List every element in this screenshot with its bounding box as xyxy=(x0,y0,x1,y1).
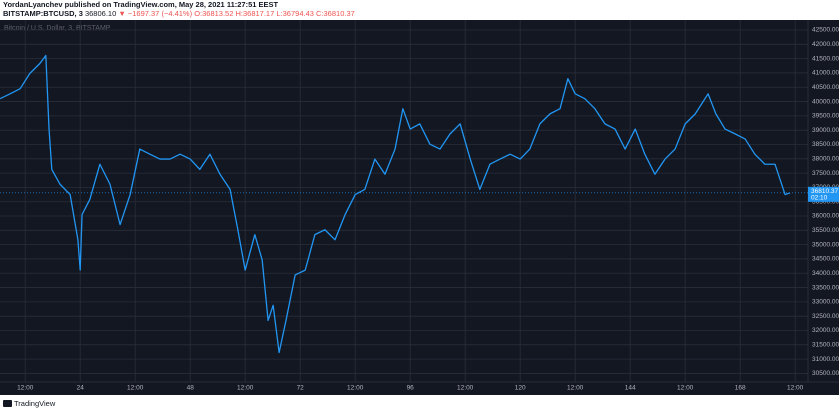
x-tick-label: 48 xyxy=(187,385,195,392)
chart-background xyxy=(0,20,839,395)
x-tick-label: 12:00 xyxy=(347,385,364,392)
open: O:36813.52 xyxy=(194,9,233,18)
y-tick-label: 35500.00 xyxy=(812,227,839,234)
x-tick-label: 12:00 xyxy=(17,385,34,392)
x-tick-label: 12:00 xyxy=(567,385,584,392)
y-tick-label: 40500.00 xyxy=(812,84,839,91)
price-line xyxy=(0,54,791,354)
x-tick-label: 24 xyxy=(77,385,85,392)
x-tick-label: 12:00 xyxy=(677,385,694,392)
x-tick-label: 168 xyxy=(735,385,746,392)
y-tick-label: 42000.00 xyxy=(812,41,839,48)
y-tick-label: 41500.00 xyxy=(812,55,839,62)
y-tick-label: 38000.00 xyxy=(812,156,839,163)
y-tick-label: 31000.00 xyxy=(812,356,839,363)
y-tick-label: 40000.00 xyxy=(812,98,839,105)
y-tick-label: 33000.00 xyxy=(812,299,839,306)
logo-icon xyxy=(3,400,12,407)
y-tick-label: 34500.00 xyxy=(812,256,839,263)
x-tick-label: 12:00 xyxy=(127,385,144,392)
last-price-box xyxy=(808,186,839,202)
x-tick-label: 12:00 xyxy=(787,385,804,392)
last-price: 36806.10 xyxy=(85,9,116,18)
last-price-label: 36810.37 xyxy=(811,188,838,195)
brand: TradingView xyxy=(14,399,56,408)
x-tick-label: 12:00 xyxy=(457,385,474,392)
y-tick-label: 41000.00 xyxy=(812,70,839,77)
y-tick-label: 35000.00 xyxy=(812,241,839,248)
y-tick-label: 30500.00 xyxy=(812,370,839,377)
x-tick-label: 12:00 xyxy=(237,385,254,392)
y-tick-label: 39500.00 xyxy=(812,113,839,120)
high: H:36817.17 xyxy=(235,9,274,18)
symbol-line: BITSTAMP:BTCUSD, 3 36806.10 ▼ −1697.37 (… xyxy=(3,9,355,18)
y-tick-label: 33500.00 xyxy=(812,284,839,291)
x-tick-label: 72 xyxy=(297,385,305,392)
y-tick-label: 39000.00 xyxy=(812,127,839,134)
y-tick-label: 31500.00 xyxy=(812,342,839,349)
chart-title: Bitcoin / U.S. Dollar, 3, BITSTAMP xyxy=(4,25,111,32)
x-tick-label: 144 xyxy=(625,385,636,392)
y-tick-label: 37500.00 xyxy=(812,170,839,177)
symbol: BITSTAMP:BTCUSD, 3 xyxy=(3,9,83,18)
y-tick-label: 38500.00 xyxy=(812,141,839,148)
x-tick-label: 120 xyxy=(515,385,526,392)
y-tick-label: 34000.00 xyxy=(812,270,839,277)
y-tick-label: 42500.00 xyxy=(812,27,839,34)
change: ▼ −1697.37 (−4.41%) xyxy=(118,9,192,18)
y-tick-label: 36500.00 xyxy=(812,198,839,205)
author-line: YordanLyanchev published on TradingView.… xyxy=(3,0,279,9)
countdown-label: 02:10 xyxy=(811,195,828,202)
low: L:36794.43 xyxy=(276,9,314,18)
x-tick-label: 96 xyxy=(407,385,415,392)
y-tick-label: 32000.00 xyxy=(812,327,839,334)
close: C:36810.37 xyxy=(316,9,355,18)
y-tick-label: 36000.00 xyxy=(812,213,839,220)
y-tick-label: 32500.00 xyxy=(812,313,839,320)
footer-logo: TradingView xyxy=(3,399,56,408)
